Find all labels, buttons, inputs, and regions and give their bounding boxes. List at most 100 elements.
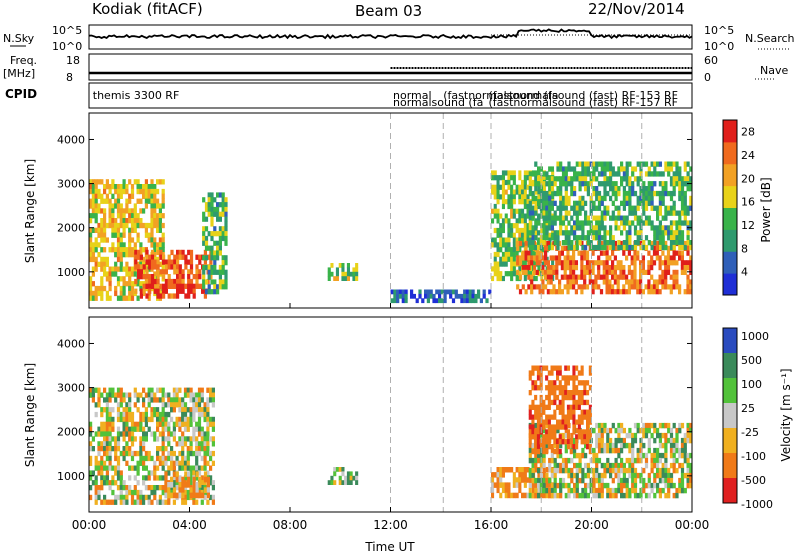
echo-cell: [611, 422, 615, 429]
echo-cell: [647, 427, 651, 434]
echo-cell: [125, 421, 129, 427]
echo-cell: [583, 385, 587, 391]
freq-tick-bottom: 8: [66, 71, 73, 84]
cpid-entry: themis 3300 RF: [93, 89, 180, 102]
echo-cell: [631, 186, 635, 192]
echo-cell: [556, 385, 560, 391]
echo-cell: [210, 255, 214, 261]
echo-cell: [158, 499, 162, 505]
echo-cell: [689, 432, 693, 439]
echo-cell: [669, 210, 674, 216]
echo-cell: [597, 240, 602, 246]
echo-cell: [91, 252, 95, 258]
echo-cell: [136, 198, 140, 204]
echo-cell: [531, 365, 535, 371]
echo-cell: [181, 254, 185, 260]
echo-cell: [534, 189, 538, 195]
echo-cell: [187, 482, 191, 488]
echo-cell: [658, 240, 662, 246]
echo-cell: [633, 255, 637, 261]
echo-cell: [656, 457, 660, 464]
echo-cell: [128, 295, 132, 301]
echo-cell: [569, 394, 573, 401]
echo-cell: [523, 223, 527, 229]
echo-cell: [147, 387, 151, 393]
echo-cell: [197, 416, 202, 423]
echo-cell: [605, 260, 609, 266]
echo-cell: [686, 452, 690, 459]
echo-cell: [625, 181, 629, 187]
echo-cell: [647, 200, 651, 206]
echo-cell: [114, 203, 118, 209]
echo-cell: [547, 429, 551, 435]
echo-cell: [575, 171, 579, 177]
echo-cell: [583, 255, 587, 261]
echo-cell: [578, 225, 582, 231]
echo-cell: [167, 492, 171, 499]
echo-cell: [650, 467, 654, 474]
echo-cell: [564, 200, 568, 206]
echo-cell: [547, 424, 551, 430]
echo-cell: [213, 260, 217, 266]
echo-cell: [197, 489, 202, 496]
echo-cell: [396, 298, 400, 304]
echo-cell: [594, 279, 598, 285]
echo-cell: [186, 387, 190, 393]
echo-cell: [575, 477, 579, 484]
echo-cell: [218, 192, 222, 198]
echo-cell: [134, 288, 138, 294]
echo-cell: [100, 421, 104, 427]
echo-cell: [346, 475, 350, 481]
echo-cell: [655, 255, 659, 261]
echo-cell: [686, 482, 690, 489]
echo-cell: [577, 434, 581, 440]
echo-cell: [588, 260, 592, 266]
echo-cell: [606, 240, 610, 246]
echo-cell: [625, 176, 629, 182]
echo-cell: [536, 385, 540, 391]
echo-cell: [672, 260, 676, 266]
echo-cell: [534, 176, 538, 182]
echo-cell: [204, 235, 209, 242]
echo-cell: [628, 225, 632, 231]
echo-cell: [656, 452, 660, 459]
echo-cell: [130, 252, 135, 258]
echo-cell: [164, 487, 168, 493]
echo-cell: [620, 166, 624, 172]
echo-cell: [622, 269, 626, 275]
echo-cell: [664, 181, 668, 187]
echo-cell: [584, 166, 588, 172]
echo-cell: [641, 269, 645, 275]
velocity-cells: [89, 365, 693, 505]
echo-cell: [647, 190, 651, 197]
echo-cell: [396, 289, 400, 295]
echo-cell: [639, 487, 643, 494]
echo-cell: [569, 284, 573, 290]
echo-cell: [189, 407, 193, 413]
echo-cell: [105, 179, 109, 185]
echo-cell: [669, 244, 674, 251]
echo-cell: [672, 467, 676, 474]
echo-cell: [119, 392, 123, 398]
cpid-entry: (fastnormalsound (fast) RF-153 RF: [488, 89, 678, 102]
echo-cell: [482, 289, 486, 295]
echo-cell: [528, 434, 532, 440]
echo-cell: [578, 200, 582, 206]
echo-cell: [526, 184, 530, 190]
echo-cell: [644, 432, 649, 439]
echo-cell: [553, 181, 557, 187]
echo-cell: [544, 245, 548, 251]
echo-cell: [639, 492, 643, 499]
echo-cell: [161, 247, 165, 253]
echo-cell: [200, 407, 204, 413]
echo-cell: [108, 276, 112, 282]
echo-cell: [595, 462, 599, 469]
echo-cell: [181, 411, 185, 418]
echo-cell: [653, 437, 657, 444]
echo-cell: [532, 275, 536, 282]
echo-cell: [161, 465, 165, 471]
echo-cell: [664, 279, 668, 285]
echo-cell: [545, 439, 549, 445]
echo-cell: [203, 249, 207, 256]
echo-cell: [678, 284, 682, 290]
